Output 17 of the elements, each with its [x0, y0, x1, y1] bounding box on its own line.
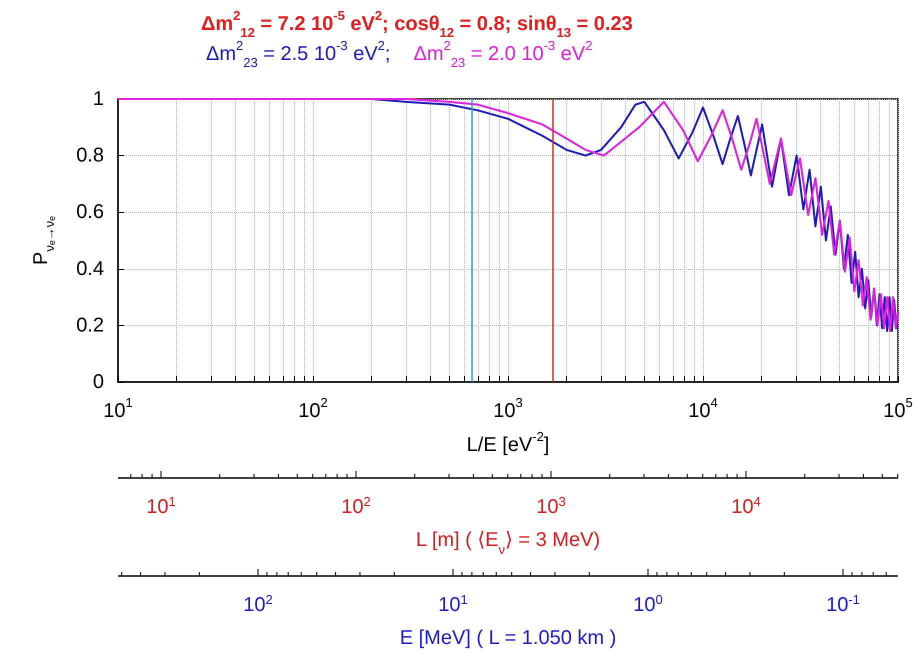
y-tick-label: 0.8 [76, 144, 104, 167]
text: 10$^{4}$ [731, 494, 761, 518]
text: E [MeV] ( L = 1.050 km ) [400, 627, 616, 649]
text: 10$^{1}$ [438, 592, 468, 616]
text: 10$^{-1}$ [826, 592, 860, 616]
y-tick-label: 0.4 [76, 258, 104, 280]
text: 10$^{3}$ [536, 494, 566, 518]
text: L [m] ( ⟨E$_{ν}$⟩ = 3 MeV) [416, 529, 600, 556]
text: 10$^{0}$ [633, 592, 663, 616]
y-tick-label: 0.6 [76, 201, 104, 224]
text: 10$^{1}$ [146, 494, 176, 518]
text: 10$^{2}$ [243, 592, 273, 616]
y-tick-label: 1 [92, 88, 104, 110]
y-axis-title: Pνₑ→νₑ [30, 216, 57, 265]
y-tick-label: 0.2 [76, 314, 104, 336]
y-tick-label: 0 [92, 371, 104, 393]
text: 10$^{2}$ [341, 494, 371, 518]
